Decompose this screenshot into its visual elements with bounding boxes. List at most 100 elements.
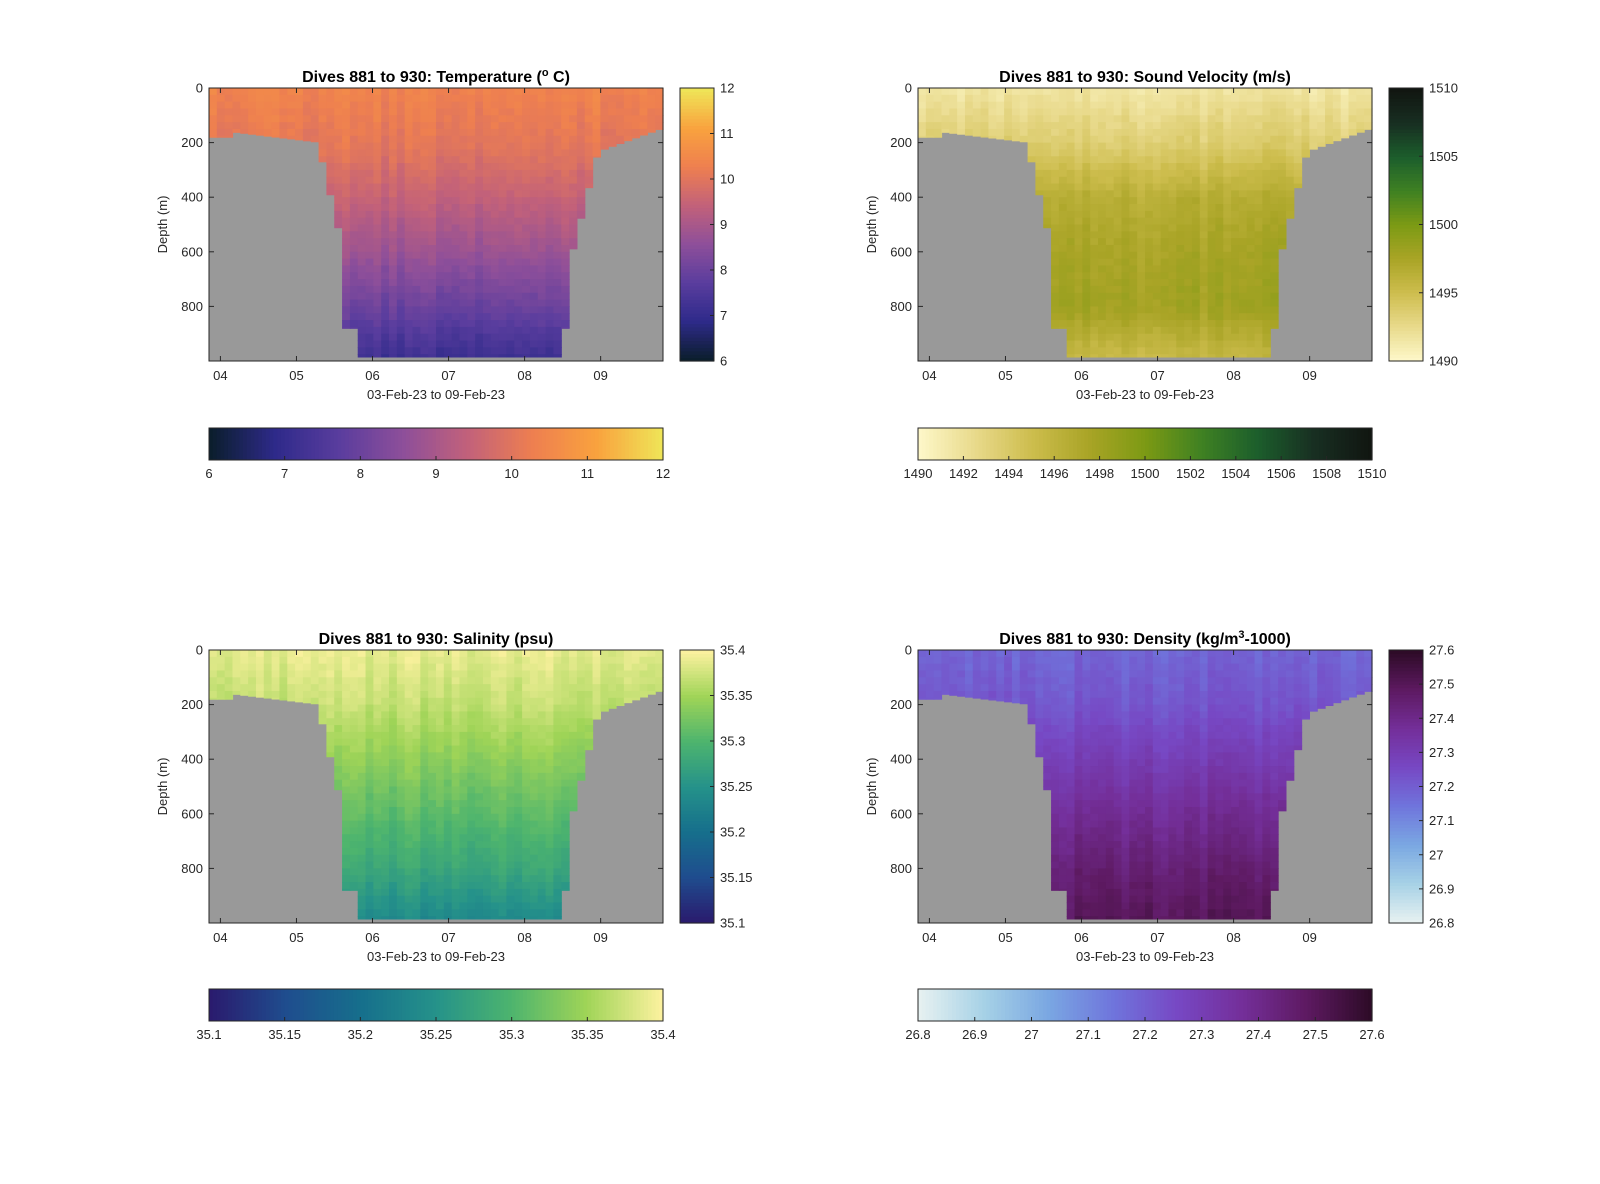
data-cell [538,650,546,657]
data-cell [459,793,467,800]
data-cell [1043,184,1051,191]
data-cell [452,807,460,814]
data-cell [499,320,507,327]
colorbar-swatch [680,776,714,780]
colorbar-swatch [1084,428,1088,460]
data-cell [1137,347,1145,354]
data-cell [1129,320,1137,327]
data-cell [397,827,405,834]
data-cell [319,657,327,664]
data-cell [1215,225,1223,232]
data-cell [1341,129,1349,136]
data-cell [918,115,926,122]
data-cell [467,300,475,307]
colorbar-swatch [680,749,714,753]
data-cell [279,677,287,684]
data-cell [1223,238,1231,245]
data-cell [1028,102,1036,109]
data-cell [264,664,272,671]
data-cell [546,896,554,903]
data-cell [1153,197,1161,204]
data-cell [1184,231,1192,238]
data-cell [436,184,444,191]
data-cell [452,252,460,259]
data-cell [373,341,381,348]
data-cell [1051,293,1059,300]
data-cell [1114,238,1122,245]
data-cell [1161,88,1169,95]
data-cell [1161,252,1169,259]
data-cell [413,691,421,698]
data-cell [483,903,491,910]
colorbar-swatch [680,834,714,838]
data-cell [405,334,413,341]
data-cell [452,746,460,753]
colorbar-swatch [680,896,714,900]
data-cell [1004,95,1012,102]
colorbar-swatch [680,759,714,763]
data-cell [506,95,514,102]
colorbar-swatch [680,88,714,92]
data-cell [397,821,405,828]
data-cell [514,739,522,746]
colorbar-swatch [432,428,436,460]
data-cell [1215,129,1223,136]
colorbar-swatch [1111,428,1115,460]
data-cell [1153,170,1161,177]
colorbar-swatch [680,875,714,879]
data-cell [1223,279,1231,286]
colorbar-swatch [680,296,714,300]
data-cell [553,334,561,341]
data-cell [561,650,569,657]
data-cell [1223,245,1231,252]
data-cell [1208,102,1216,109]
data-cell [397,814,405,821]
data-cell [506,766,514,773]
data-cell [420,341,428,348]
data-cell [397,184,405,191]
data-cell [1231,300,1239,307]
data-cell [397,875,405,882]
data-cell [647,664,655,671]
colorbar-swatch [637,428,641,460]
data-cell [397,197,405,204]
data-cell [491,211,499,218]
data-cell [1262,170,1270,177]
data-cell [405,862,413,869]
data-cell [1137,279,1145,286]
colorbar-swatch [1066,428,1070,460]
data-cell [389,177,397,184]
data-cell [373,670,381,677]
colorbar-swatch [941,428,945,460]
data-cell [483,259,491,266]
data-cell [1223,320,1231,327]
data-cell [1161,225,1169,232]
data-cell [569,752,577,759]
data-cell [326,184,334,191]
data-cell [483,265,491,272]
data-cell [1349,108,1357,115]
data-cell [499,650,507,657]
data-cell [444,354,452,357]
data-cell [326,136,334,143]
data-cell [1208,259,1216,266]
data-cell [522,177,530,184]
data-cell [546,677,554,684]
data-cell [1090,354,1098,357]
data-cell [1075,129,1083,136]
colorbar-swatch [680,146,714,150]
data-cell [1122,177,1130,184]
data-cell [350,739,358,746]
data-cell [1208,300,1216,307]
data-cell [577,163,585,170]
data-cell [1145,354,1153,357]
data-cell [436,834,444,841]
data-cell [553,732,561,739]
colorbar-swatch [258,428,262,460]
data-cell [452,855,460,862]
data-cell [514,855,522,862]
data-cell [491,780,499,787]
colorbar-swatch [602,428,606,460]
data-cell [420,334,428,341]
data-cell [413,882,421,889]
